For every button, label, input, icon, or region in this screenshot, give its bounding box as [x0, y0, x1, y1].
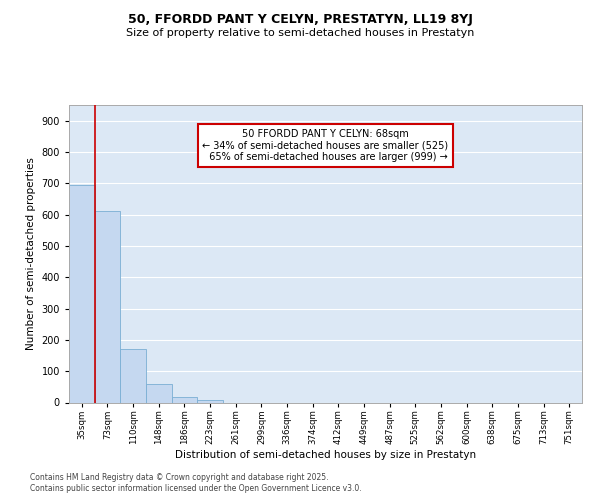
Bar	[69, 185, 95, 402]
X-axis label: Distribution of semi-detached houses by size in Prestatyn: Distribution of semi-detached houses by …	[175, 450, 476, 460]
Text: Contains public sector information licensed under the Open Government Licence v3: Contains public sector information licen…	[30, 484, 362, 493]
Y-axis label: Number of semi-detached properties: Number of semi-detached properties	[26, 158, 36, 350]
Text: Contains HM Land Registry data © Crown copyright and database right 2025.: Contains HM Land Registry data © Crown c…	[30, 472, 329, 482]
Text: 50, FFORDD PANT Y CELYN, PRESTATYN, LL19 8YJ: 50, FFORDD PANT Y CELYN, PRESTATYN, LL19…	[128, 12, 472, 26]
Bar	[197, 400, 223, 402]
Text: 50 FFORDD PANT Y CELYN: 68sqm
← 34% of semi-detached houses are smaller (525)
  : 50 FFORDD PANT Y CELYN: 68sqm ← 34% of s…	[202, 129, 449, 162]
Bar	[121, 350, 146, 403]
Text: Size of property relative to semi-detached houses in Prestatyn: Size of property relative to semi-detach…	[126, 28, 474, 38]
Bar	[172, 397, 197, 402]
Bar	[95, 212, 121, 402]
Bar	[146, 384, 172, 402]
